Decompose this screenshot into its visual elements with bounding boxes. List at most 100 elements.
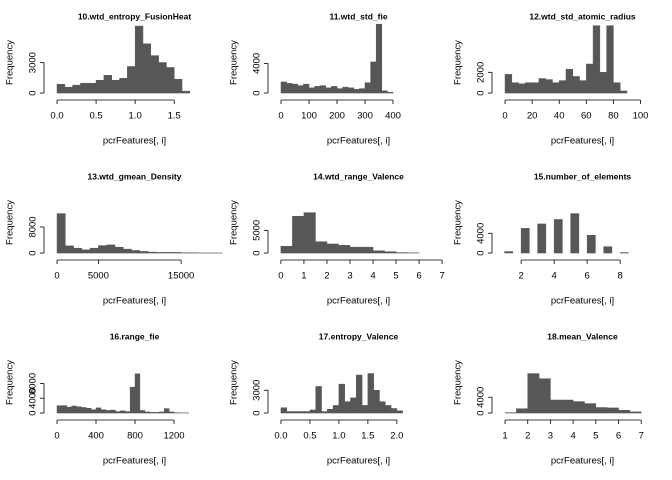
bar bbox=[361, 246, 374, 254]
panel: 0 5000 15000 0 8000 13.wtd_gmean_Density pcrFe… bbox=[5, 171, 223, 307]
bar bbox=[103, 75, 112, 94]
panel: 0.0 0.5 1.0 1.5 2.0 0 3000 17.entropy_Valencepc… bbox=[229, 331, 404, 466]
bar bbox=[110, 409, 116, 414]
x-tick-label: 60 bbox=[581, 111, 592, 122]
bar bbox=[599, 72, 607, 94]
x-tick-label: 8 bbox=[618, 271, 623, 282]
title: 14.wtd_range_Valence bbox=[313, 171, 404, 181]
bar bbox=[561, 399, 574, 414]
y-axis-label: Frequency bbox=[5, 200, 16, 245]
y-axis-label: Frequency bbox=[453, 200, 464, 245]
bar bbox=[61, 405, 68, 414]
panel: 2 4 6 8 0 4000 15.number_of_elements pcrFeature… bbox=[453, 171, 632, 306]
bar bbox=[504, 74, 513, 94]
bar bbox=[525, 82, 533, 94]
y-tick-label: 2000 bbox=[476, 62, 487, 83]
y-tick-label: 5000 bbox=[252, 220, 263, 241]
y-tick-label: 0 bbox=[476, 90, 487, 95]
x-tick-label: 1.5 bbox=[168, 111, 181, 122]
bar bbox=[586, 235, 596, 254]
panel: 0 1 2 3 4 5 6 7 0 5000 14.wtd_range_Valence pcrFeat… bbox=[229, 171, 445, 306]
x-tick-label: 0.0 bbox=[50, 111, 63, 122]
bar bbox=[86, 407, 92, 414]
bar bbox=[147, 251, 157, 254]
x-tick-label: 20 bbox=[527, 111, 538, 122]
x-tick-label: 7 bbox=[439, 271, 444, 282]
x-axis-label: pcrFeatures[, i] bbox=[551, 456, 614, 467]
bar bbox=[164, 252, 174, 254]
bar bbox=[504, 251, 514, 254]
bar bbox=[325, 87, 332, 94]
title: 13.wtd_gmean_Density bbox=[87, 171, 181, 181]
bar bbox=[122, 248, 132, 254]
x-tick-label: 40 bbox=[554, 111, 565, 122]
bar bbox=[338, 383, 345, 414]
x-tick-label: 15000 bbox=[168, 271, 194, 282]
bar bbox=[332, 405, 340, 414]
x-tick-label: 0 bbox=[54, 431, 59, 442]
bar bbox=[552, 82, 560, 94]
bar bbox=[139, 410, 146, 414]
bar bbox=[572, 401, 585, 414]
bar bbox=[385, 405, 392, 414]
x-tick-label: 100 bbox=[633, 111, 649, 122]
bar bbox=[142, 43, 152, 94]
bar bbox=[164, 408, 170, 414]
bar bbox=[56, 213, 66, 254]
bar bbox=[350, 397, 357, 414]
x-tick-label: 0.5 bbox=[303, 431, 316, 442]
x-axis-label: pcrFeatures[, i] bbox=[103, 456, 166, 467]
y-tick-label: 8000 bbox=[28, 373, 39, 394]
y-axis-label: Frequency bbox=[5, 40, 16, 85]
bar bbox=[292, 411, 299, 414]
y-tick-label: 0 bbox=[28, 250, 39, 255]
bar bbox=[603, 246, 613, 254]
x-axis-label: pcrFeatures[, i] bbox=[103, 136, 166, 147]
panel: 0 20 40 60 80 100 0 2000 12.wtd_std_atomic_radiu… bbox=[453, 11, 649, 146]
panel: 0.0 0.5 1.0 1.5 0 3000 10.wtd_entropy_FusionHe… bbox=[5, 11, 192, 146]
bar bbox=[154, 412, 160, 414]
bar bbox=[338, 245, 351, 254]
x-tick-label: 1.0 bbox=[332, 431, 345, 442]
bar bbox=[168, 411, 175, 414]
y-axis-label: Frequency bbox=[5, 360, 16, 405]
bar bbox=[384, 251, 397, 254]
bar bbox=[100, 409, 107, 414]
bar bbox=[286, 411, 293, 414]
bar bbox=[156, 252, 165, 254]
x-axis-label: pcrFeatures[, i] bbox=[327, 296, 390, 307]
x-tick-label: 0.0 bbox=[274, 431, 287, 442]
bar bbox=[314, 86, 321, 94]
bar bbox=[303, 411, 311, 414]
bar bbox=[592, 25, 601, 94]
y-tick-label: 0 bbox=[28, 410, 39, 415]
x-tick-label: 5000 bbox=[88, 271, 109, 282]
bar bbox=[297, 85, 304, 94]
bar bbox=[545, 79, 553, 94]
x-tick-label: 6 bbox=[616, 431, 621, 442]
bar bbox=[280, 81, 287, 94]
x-tick-label: 1.0 bbox=[129, 111, 142, 122]
bar bbox=[88, 82, 97, 94]
title: 16.range_fie bbox=[110, 331, 160, 341]
y-tick-label: 0 bbox=[252, 410, 263, 415]
bar bbox=[95, 407, 102, 414]
bar bbox=[56, 83, 66, 94]
title: 12.wtd_std_atomic_radius bbox=[529, 11, 636, 21]
bar bbox=[618, 410, 631, 414]
title: 15.number_of_elements bbox=[534, 171, 632, 181]
bar bbox=[315, 386, 322, 414]
x-tick-label: 0 bbox=[502, 111, 507, 122]
bar bbox=[613, 82, 621, 94]
bar bbox=[114, 246, 124, 254]
title: 17.entropy_Valence bbox=[319, 331, 399, 341]
bar bbox=[372, 250, 385, 254]
bar bbox=[518, 83, 526, 94]
x-tick-label: 4 bbox=[370, 271, 375, 282]
x-tick-label: 1200 bbox=[163, 431, 184, 442]
x-tick-label: 3 bbox=[548, 431, 553, 442]
bar bbox=[56, 405, 63, 414]
bar bbox=[280, 245, 293, 254]
bar bbox=[127, 66, 136, 94]
x-tick-label: 5 bbox=[393, 271, 398, 282]
